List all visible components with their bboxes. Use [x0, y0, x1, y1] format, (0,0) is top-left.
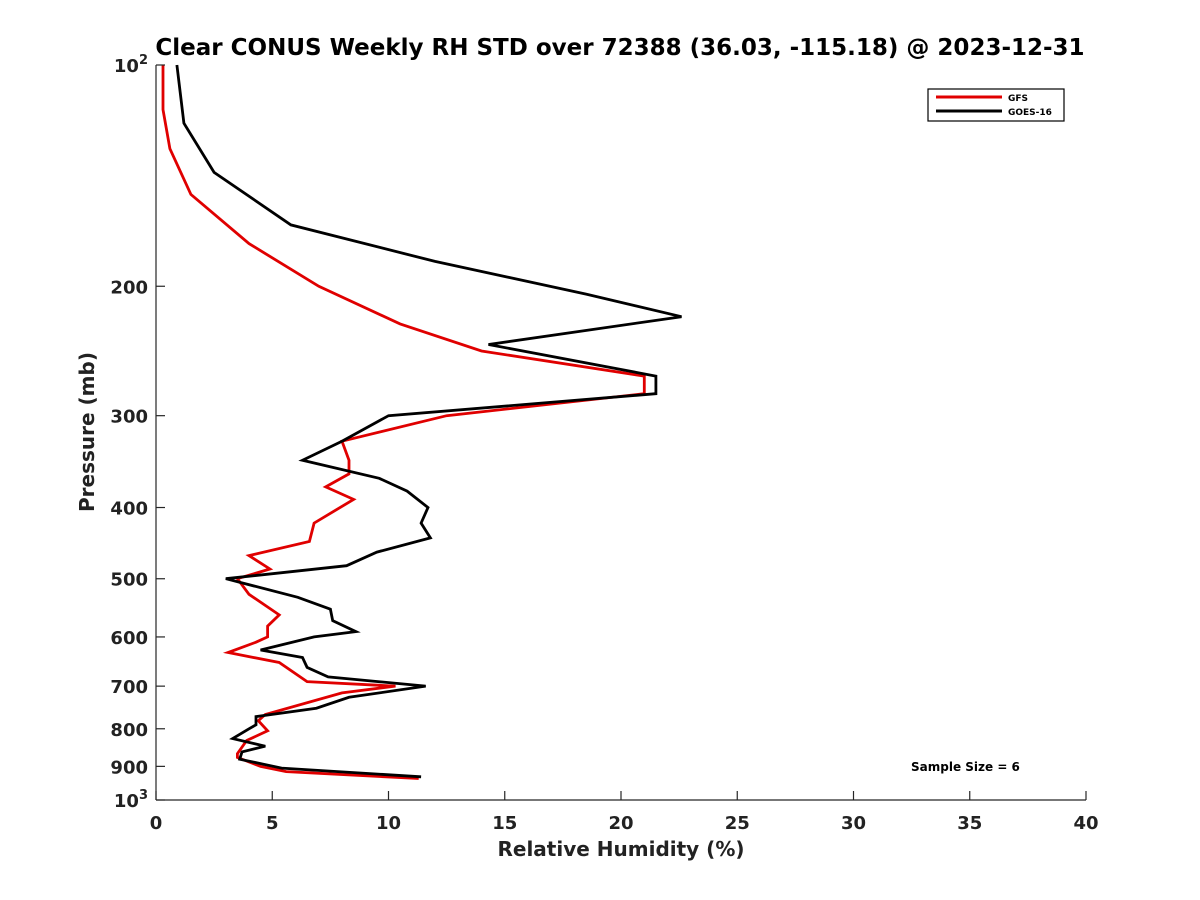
y-tick-label-1000: 103 [114, 788, 148, 812]
legend-label-gfs: GFS [1008, 94, 1028, 104]
y-tick-label-400: 400 [110, 499, 148, 520]
series-layer [161, 64, 682, 780]
y-tick-label-700: 700 [110, 677, 148, 698]
legend-box [927, 88, 1065, 122]
legend-label-goes-16: GOES-16 [1008, 108, 1052, 118]
y-tick-label-100: 102 [114, 53, 148, 77]
y-tick-label-600: 600 [110, 628, 148, 649]
x-tick-label-20: 20 [608, 813, 633, 834]
legend: GFS GOES-16 [927, 88, 1065, 122]
x-tick-label-15: 15 [492, 813, 517, 834]
series-line-goes-16 [175, 64, 682, 779]
y-tick-label-900: 900 [110, 757, 148, 778]
x-tick-label-35: 35 [957, 813, 982, 834]
x-axis-label: Relative Humidity (%) [497, 837, 744, 861]
chart-title: Clear CONUS Weekly RH STD over 72388 (36… [155, 35, 1084, 61]
x-tick-label-5: 5 [266, 813, 279, 834]
x-tick-label-0: 0 [150, 813, 163, 834]
sample-size-annotation: Sample Size = 6 [911, 760, 1020, 774]
y-axis: 102 200 300 400 500 600 700 800 900 103 [110, 53, 165, 812]
y-tick-label-500: 500 [110, 570, 148, 591]
y-tick-label-300: 300 [110, 407, 148, 428]
y-tick-label-800: 800 [110, 720, 148, 741]
plot-area [156, 65, 1086, 800]
y-tick-label-200: 200 [110, 277, 148, 298]
x-tick-label-25: 25 [725, 813, 750, 834]
x-axis: 0 5 10 15 20 25 30 35 40 [150, 791, 1099, 834]
series-line-gfs [161, 65, 646, 780]
x-tick-label-10: 10 [376, 813, 401, 834]
x-tick-label-40: 40 [1073, 813, 1098, 834]
x-tick-label-30: 30 [841, 813, 866, 834]
y-axis-label: Pressure (mb) [75, 352, 99, 512]
